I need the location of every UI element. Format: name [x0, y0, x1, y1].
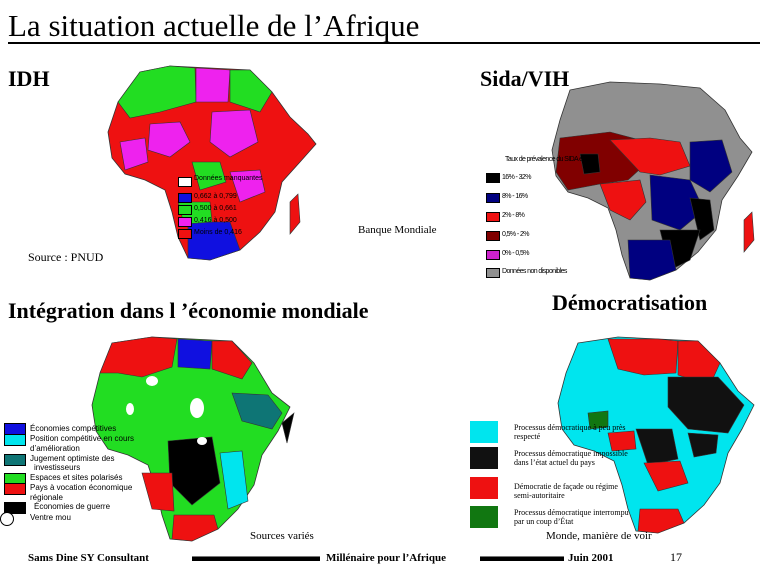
- democratisation-legend-label: Processus démocratique interrompu par un…: [514, 508, 629, 526]
- integration-legend-label: Économies compétitives: [30, 424, 117, 433]
- sida-legend-swatch: [486, 250, 500, 260]
- page-title: La situation actuelle de l’Afrique: [8, 8, 420, 43]
- idh-map: [107, 65, 317, 261]
- integration-legend-label: investisseurs: [34, 463, 81, 472]
- idh-legend-swatch: [178, 229, 192, 239]
- sida-legend-label: 0% - 0,5%: [502, 250, 530, 257]
- footer-date: Juin 2001: [568, 552, 614, 564]
- idh-legend-swatch: [178, 205, 192, 215]
- sida-legend-swatch: [486, 231, 500, 241]
- integration-legend-label: régionale: [30, 493, 63, 502]
- footer-page-number: 17: [670, 550, 682, 564]
- integration-legend-label: Espaces et sites polarisés: [30, 473, 123, 482]
- idh-legend-swatch: [178, 177, 192, 187]
- sida-legend-label: Données non disponibles: [502, 268, 567, 275]
- integration-legend-label: Jugement optimiste des: [30, 454, 115, 463]
- sida-legend-swatch: [486, 212, 500, 222]
- idh-legend-label: 0,500 à 0,661: [194, 205, 237, 212]
- sida-legend-swatch: [486, 173, 500, 183]
- idh-legend-label: 0,662 à 0,799: [194, 193, 237, 200]
- idh-legend-label: Moins de 0,416: [194, 229, 242, 236]
- sida-legend-label: 8% - 16%: [502, 193, 528, 200]
- integration-legend-label: Pays à vocation économique: [30, 483, 133, 492]
- sida-map: [551, 81, 755, 281]
- idh-legend-label: Données manquantes: [194, 175, 263, 182]
- idh-legend-swatch: [178, 217, 192, 227]
- sida-legend-label: 0,5% - 2%: [502, 231, 530, 238]
- footer-author: Sams Dine SY Consultant: [28, 552, 149, 564]
- democratisation-legend-swatch: [470, 477, 498, 499]
- footer-divider: [192, 556, 320, 561]
- democratisation-legend-swatch: [470, 421, 498, 443]
- title-underline: [8, 42, 760, 44]
- integration-heading: Intégration dans l ’économie mondiale: [8, 298, 369, 323]
- idh-legend-label: 0,416 à 0,500: [194, 217, 237, 224]
- democratisation-legend-label: Processus démocratique à peu près respec…: [514, 423, 626, 441]
- integration-legend-swatch: [4, 454, 26, 466]
- idh-heading: IDH: [8, 66, 50, 91]
- democratisation-map: [557, 336, 755, 534]
- integration-source: Sources variés: [250, 530, 314, 542]
- sida-legend-title: Taux de prévalence du SIDA en %: [505, 156, 593, 163]
- idh-legend-swatch: [178, 193, 192, 203]
- sida-heading: Sida/VIH: [480, 66, 570, 91]
- integration-legend-circle-swatch: [0, 512, 14, 526]
- footer-divider: [480, 556, 564, 561]
- sida-legend-label: 16% - 32%: [502, 174, 531, 181]
- democratisation-legend-label: Processus démocratique impossible dans l…: [514, 449, 628, 467]
- integration-legend-swatch: [4, 502, 26, 514]
- democratisation-source: Monde, manière de voir: [546, 530, 652, 542]
- idh-credit: Banque Mondiale: [358, 224, 437, 236]
- integration-legend-label: Économies de guerre: [34, 502, 111, 511]
- sida-legend-swatch: [486, 193, 500, 203]
- integration-legend-label: d’amélioration: [30, 444, 80, 453]
- sida-legend-label: 2% - 8%: [502, 212, 525, 219]
- democratisation-legend-swatch: [470, 447, 498, 469]
- footer-center: Millénaire pour l’Afrique: [326, 552, 446, 564]
- democratisation-heading: Démocratisation: [552, 290, 708, 315]
- integration-map: [91, 336, 295, 542]
- idh-source: Source : PNUD: [28, 250, 104, 264]
- integration-legend-swatch: [4, 434, 26, 446]
- sida-legend-swatch: [486, 268, 500, 278]
- integration-legend-swatch: [4, 483, 26, 495]
- democratisation-legend-label: Démocratie de façade ou régime semi-auto…: [514, 482, 618, 500]
- democratisation-legend-swatch: [470, 506, 498, 528]
- integration-legend-label: Ventre mou: [30, 513, 71, 522]
- integration-legend-label: Position compétitive en cours: [30, 434, 135, 443]
